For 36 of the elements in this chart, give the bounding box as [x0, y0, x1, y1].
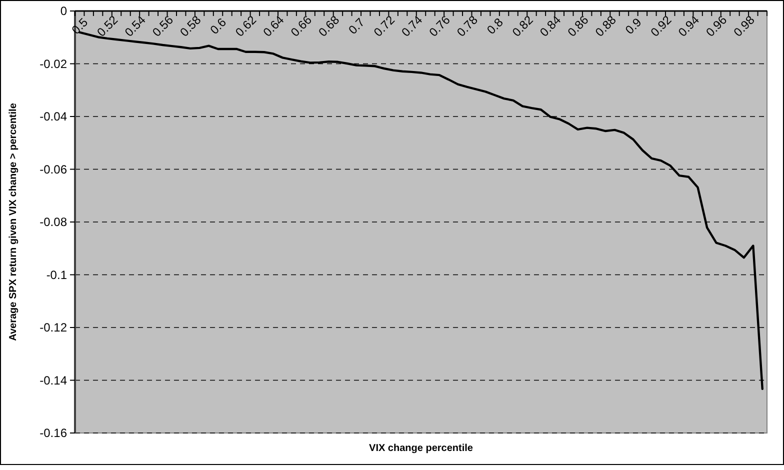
x-tick-label: 0.96 — [703, 12, 730, 40]
x-tick-label: 0.66 — [288, 12, 315, 40]
y-tick-label: -0.04 — [40, 110, 68, 124]
x-tick-label: 0.6 — [207, 15, 230, 37]
x-tick-label: 0.9 — [622, 15, 644, 37]
x-tick-label: 0.54 — [122, 12, 149, 40]
x-tick-label: 0.72 — [371, 12, 398, 40]
x-tick-label: 0.88 — [592, 12, 620, 40]
x-tick-label: 0.58 — [177, 12, 204, 40]
x-tick-label: 0.62 — [232, 12, 260, 40]
y-axis-title: Average SPX return given VIX change > percentile — [8, 102, 19, 341]
x-axis-title: VIX change percentile — [369, 443, 474, 454]
x-tick-label: 0.64 — [260, 12, 287, 40]
x-tick-label: 0.94 — [676, 12, 702, 40]
x-tick-label: 0.7 — [346, 15, 368, 37]
x-tick-label: 0.52 — [94, 12, 121, 40]
y-tick-label: -0.02 — [40, 56, 68, 71]
x-tick-label: 0.84 — [537, 12, 564, 40]
x-tick-label: 0.98 — [730, 12, 758, 40]
x-tick-label: 0.78 — [454, 12, 481, 40]
x-tick-label: 0.74 — [398, 12, 426, 40]
x-tick-label: 0.8 — [484, 15, 506, 37]
y-tick-label: -0.1 — [46, 268, 68, 282]
x-tick-label: 0.56 — [150, 12, 176, 40]
y-tick-label: -0.08 — [40, 215, 68, 230]
y-tick-label: -0.12 — [40, 320, 68, 335]
x-tick-label: 0.68 — [316, 12, 342, 40]
y-tick-label: 0 — [60, 4, 68, 18]
x-tick-label: 0.82 — [509, 12, 536, 40]
x-tick-label: 0.5 — [68, 15, 91, 37]
x-tick-label: 0.92 — [648, 12, 674, 40]
x-tick-label: 0.86 — [564, 12, 592, 40]
y-tick-label: -0.16 — [40, 426, 68, 440]
x-tick-label: 0.76 — [426, 12, 454, 40]
y-tick-label: -0.14 — [40, 373, 68, 388]
y-tick-label: -0.06 — [40, 162, 68, 176]
